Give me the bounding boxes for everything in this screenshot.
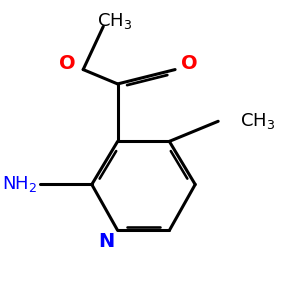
Text: O: O [59,54,76,73]
Text: CH$_3$: CH$_3$ [97,11,132,31]
Text: N: N [98,232,114,251]
Text: CH$_3$: CH$_3$ [240,111,275,131]
Text: O: O [181,54,198,73]
Text: NH$_2$: NH$_2$ [2,175,37,194]
